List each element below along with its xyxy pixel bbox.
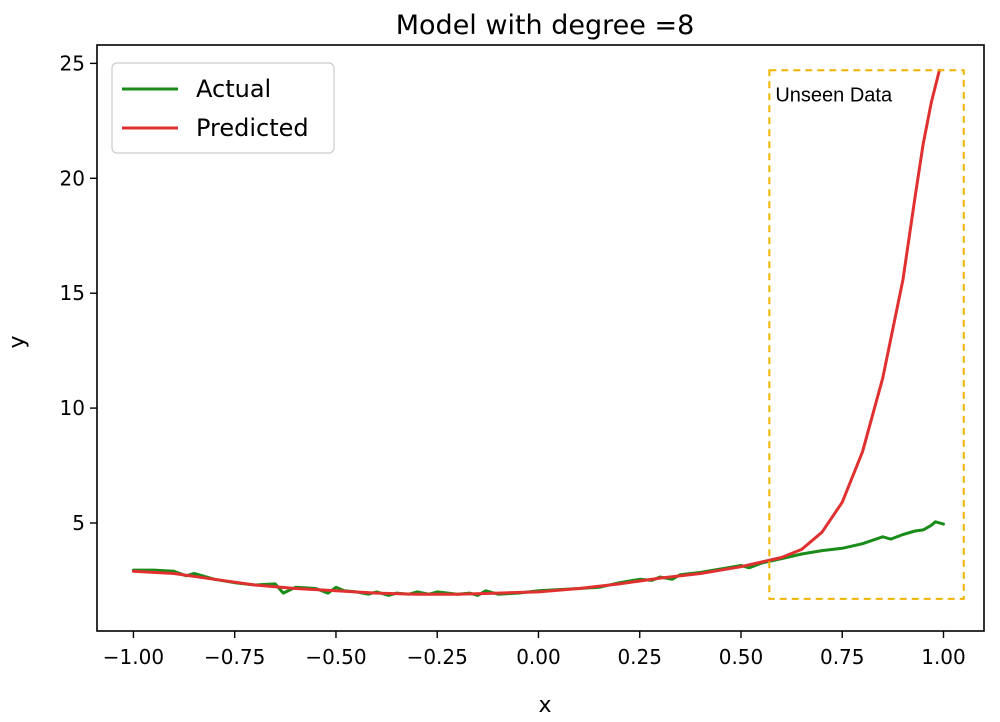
unseen-data-box [768,69,965,600]
unseen-data-annotation: Unseen Data [768,69,965,600]
x-tick-label: 0.25 [617,645,662,669]
y-tick-label: 10 [60,396,85,420]
legend-label-predicted: Predicted [196,114,309,142]
x-tick-label: −0.75 [204,645,265,669]
x-tick-label: −0.25 [407,645,468,669]
series-line-predicted [132,68,941,596]
y-tick-label: 15 [60,281,85,305]
x-tick-label: 0.50 [719,645,764,669]
x-tick-label: −0.50 [305,645,366,669]
y-tick-label: 20 [60,166,85,190]
y-axis-label: y [5,335,30,348]
chart-title: Model with degree =8 [396,10,695,41]
legend-box [111,62,335,154]
legend-label-actual: Actual [196,75,271,103]
x-tick-label: 1.00 [921,645,966,669]
x-tick-label: 0.00 [516,645,561,669]
y-tick-label: 25 [60,51,85,75]
x-axis-label: x [538,693,551,718]
x-tick-label: 0.75 [820,645,865,669]
y-axis: 5 10 15 20 25 [60,51,97,535]
x-axis: −1.00 −0.75 −0.50 −0.25 0.00 0.25 0.50 0.75 1.00 [103,631,966,669]
unseen-data-label: Unseen Data [775,84,893,106]
axes-frame [96,44,985,632]
x-tick-label: −1.00 [103,645,164,669]
y-tick-label: 5 [72,511,85,535]
legend: Actual Predicted [111,62,335,154]
plot-area [132,68,945,597]
